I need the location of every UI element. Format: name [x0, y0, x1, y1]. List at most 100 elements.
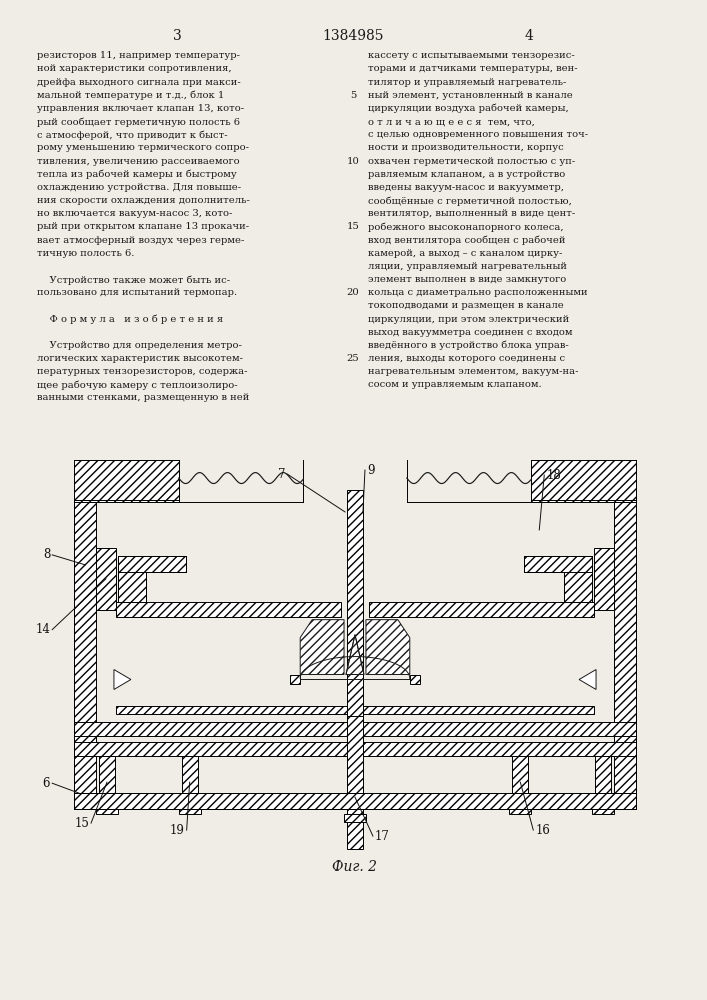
- Text: 10: 10: [346, 157, 359, 166]
- Text: 18: 18: [547, 469, 561, 482]
- Text: нагревательным элементом, вакуум-на-: нагревательным элементом, вакуум-на-: [368, 367, 578, 376]
- Text: щее рабочую камеру с теплоизолиро-: щее рабочую камеру с теплоизолиро-: [37, 380, 238, 390]
- Bar: [182, 756, 198, 808]
- Text: охлаждению устройства. Для повыше-: охлаждению устройства. Для повыше-: [37, 183, 241, 192]
- Text: Ф о р м у л а   и з о б р е т е н и я: Ф о р м у л а и з о б р е т е н и я: [37, 315, 223, 324]
- Text: 4: 4: [525, 29, 534, 43]
- Text: ный элемент, установленный в канале: ный элемент, установленный в канале: [368, 91, 573, 100]
- Text: Устройство для определения метро-: Устройство для определения метро-: [37, 341, 242, 350]
- Polygon shape: [579, 670, 596, 689]
- Text: но включается вакуум-насос 3, кото-: но включается вакуум-насос 3, кото-: [37, 209, 233, 218]
- Text: Фиг. 2: Фиг. 2: [332, 860, 378, 874]
- Text: 19: 19: [170, 824, 185, 837]
- Text: робежного высоконапорного колеса,: робежного высоконапорного колеса,: [368, 222, 563, 232]
- Bar: [594, 548, 614, 610]
- Text: сосом и управляемым клапаном.: сосом и управляемым клапаном.: [368, 380, 542, 389]
- Text: тепла из рабочей камеры и быстрому: тепла из рабочей камеры и быстрому: [37, 170, 237, 179]
- Text: 17: 17: [375, 830, 390, 843]
- Bar: [291, 675, 300, 684]
- Bar: [99, 756, 115, 808]
- Text: Устройство также может быть ис-: Устройство также может быть ис-: [37, 275, 230, 285]
- Bar: [118, 556, 146, 602]
- Bar: [513, 756, 528, 808]
- Text: сообщённые с герметичной полостью,: сообщённые с герметичной полостью,: [368, 196, 572, 206]
- Text: ванными стенками, размещенную в ней: ванными стенками, размещенную в ней: [37, 393, 250, 402]
- Text: 15: 15: [74, 817, 89, 830]
- Text: резисторов 11, например температур-: резисторов 11, например температур-: [37, 51, 240, 60]
- Text: пользовано для испытаний термопар.: пользовано для испытаний термопар.: [37, 288, 238, 297]
- Text: кассету с испытываемыми тензорезис-: кассету с испытываемыми тензорезис-: [368, 51, 575, 60]
- Bar: [592, 804, 614, 814]
- Text: 5: 5: [350, 91, 356, 100]
- Text: 9: 9: [367, 464, 375, 477]
- Text: логических характеристик высокотем-: логических характеристик высокотем-: [37, 354, 243, 363]
- Text: с атмосферой, что приводит к быст-: с атмосферой, что приводит к быст-: [37, 130, 228, 140]
- Text: вентилятор, выполненный в виде цент-: вентилятор, выполненный в виде цент-: [368, 209, 575, 218]
- Text: 15: 15: [346, 222, 359, 231]
- Bar: [363, 706, 594, 714]
- Bar: [347, 490, 363, 849]
- Polygon shape: [366, 620, 410, 675]
- Bar: [531, 460, 636, 502]
- Bar: [118, 556, 186, 572]
- Text: 3: 3: [173, 29, 182, 43]
- Bar: [614, 500, 636, 799]
- Text: ляции, управляемый нагревательный: ляции, управляемый нагревательный: [368, 262, 567, 271]
- Text: элемент выполнен в виде замкнутого: элемент выполнен в виде замкнутого: [368, 275, 566, 284]
- Text: токоподводами и размещен в канале: токоподводами и размещен в канале: [368, 301, 563, 310]
- Text: камерой, а выход – с каналом цирку-: камерой, а выход – с каналом цирку-: [368, 249, 562, 258]
- Bar: [509, 804, 531, 814]
- Text: 6: 6: [42, 777, 50, 790]
- Text: охвачен герметической полостью с уп-: охвачен герметической полостью с уп-: [368, 157, 575, 166]
- Polygon shape: [346, 635, 364, 675]
- Text: тивления, увеличению рассеиваемого: тивления, увеличению рассеиваемого: [37, 157, 240, 166]
- Text: ной характеристики сопротивления,: ной характеристики сопротивления,: [37, 64, 232, 73]
- Text: торами и датчиками температуры, вен-: торами и датчиками температуры, вен-: [368, 64, 578, 73]
- Text: управления включает клапан 13, кото-: управления включает клапан 13, кото-: [37, 104, 245, 113]
- Text: тичную полость 6.: тичную полость 6.: [37, 249, 134, 258]
- Text: 8: 8: [43, 548, 50, 561]
- Text: вает атмосферный воздух через герме-: вает атмосферный воздух через герме-: [37, 236, 245, 245]
- Bar: [344, 814, 366, 822]
- Text: вход вентилятора сообщен с рабочей: вход вентилятора сообщен с рабочей: [368, 236, 566, 245]
- Bar: [74, 722, 347, 736]
- Text: кольца с диаметрально расположенными: кольца с диаметрально расположенными: [368, 288, 588, 297]
- Text: рый при открытом клапане 13 прокачи-: рый при открытом клапане 13 прокачи-: [37, 222, 250, 231]
- Text: с целью одновременного повышения точ-: с целью одновременного повышения точ-: [368, 130, 588, 139]
- Text: 1384985: 1384985: [322, 29, 384, 43]
- Bar: [74, 460, 179, 502]
- Bar: [116, 602, 341, 617]
- Text: тилятор и управляемый нагреватель-: тилятор и управляемый нагреватель-: [368, 78, 566, 87]
- Bar: [74, 793, 636, 809]
- Text: 20: 20: [346, 288, 359, 297]
- Text: введены вакуум-насос и вакуумметр,: введены вакуум-насос и вакуумметр,: [368, 183, 564, 192]
- Text: выход вакуумметра соединен с входом: выход вакуумметра соединен с входом: [368, 328, 573, 337]
- Text: дрейфа выходного сигнала при макси-: дрейфа выходного сигнала при макси-: [37, 78, 241, 87]
- Bar: [96, 804, 118, 814]
- Bar: [96, 548, 116, 610]
- Bar: [363, 722, 636, 736]
- Text: рому уменьшению термического сопро-: рому уменьшению термического сопро-: [37, 143, 250, 152]
- Bar: [179, 804, 201, 814]
- Text: 25: 25: [346, 354, 359, 363]
- Text: 14: 14: [35, 623, 50, 636]
- Text: циркуляции, при этом электрический: циркуляции, при этом электрический: [368, 315, 569, 324]
- Text: пературных тензорезисторов, содержа-: пературных тензорезисторов, содержа-: [37, 367, 247, 376]
- Text: ния скорости охлаждения дополнитель-: ния скорости охлаждения дополнитель-: [37, 196, 250, 205]
- Bar: [116, 706, 347, 714]
- Bar: [74, 500, 96, 799]
- Text: 16: 16: [535, 824, 550, 837]
- Bar: [410, 675, 420, 684]
- Text: равляемым клапаном, а в устройство: равляемым клапаном, а в устройство: [368, 170, 565, 179]
- Text: циркуляции воздуха рабочей камеры,: циркуляции воздуха рабочей камеры,: [368, 104, 568, 113]
- Text: ности и производительности, корпус: ности и производительности, корпус: [368, 143, 563, 152]
- Bar: [564, 556, 592, 602]
- Text: мальной температуре и т.д., блок 1: мальной температуре и т.д., блок 1: [37, 91, 225, 100]
- Text: ления, выходы которого соединены с: ления, выходы которого соединены с: [368, 354, 565, 363]
- Polygon shape: [300, 620, 344, 675]
- Text: введённого в устройство блока управ-: введённого в устройство блока управ-: [368, 341, 568, 350]
- Polygon shape: [114, 670, 131, 689]
- Text: о т л и ч а ю щ е е с я  тем, что,: о т л и ч а ю щ е е с я тем, что,: [368, 117, 534, 126]
- Bar: [369, 602, 594, 617]
- Text: рый сообщает герметичную полость 6: рый сообщает герметичную полость 6: [37, 117, 240, 127]
